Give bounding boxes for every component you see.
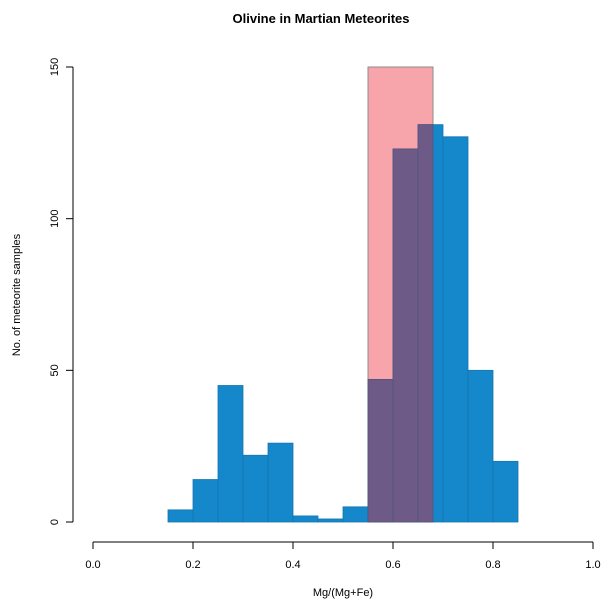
histogram-bar [242,454,269,523]
histogram-bar [267,442,294,523]
histogram-bar [317,518,344,523]
x-axis: 0.0 0.2 0.4 0.6 0.8 1.0 [85,541,601,571]
x-tick-label: 0.2 [185,559,200,571]
x-tick-label: 0.8 [485,559,500,571]
chart-title: Olivine in Martian Meteorites [233,11,410,26]
y-axis: 0 50 100 150 [49,58,74,525]
histogram-bar [342,506,369,523]
x-axis-label: Mg/(Mg+Fe) [313,587,373,599]
histogram-bar [442,136,469,523]
overlap-bar-segment [392,148,419,523]
histogram-bar [492,460,519,523]
overlap-bar-segment [417,124,434,523]
x-tick-label: 0.0 [85,559,100,571]
x-tick-label: 0.6 [385,559,400,571]
histogram-bar [292,515,319,523]
bars-layer [167,124,519,523]
x-tick-label: 1.0 [585,559,600,571]
x-tick-label: 0.4 [285,559,300,571]
histogram-bar [192,479,219,523]
histogram-bar [167,509,194,523]
y-tick-label: 150 [49,58,61,76]
overlap-bar-segment [367,379,394,523]
histogram-bar [467,369,494,523]
y-tick-label: 0 [49,519,61,525]
y-tick-label: 100 [49,209,61,227]
histogram-bar [217,385,244,523]
y-axis-label: No. of meteorite samples [11,233,23,356]
y-tick-label: 50 [49,364,61,376]
